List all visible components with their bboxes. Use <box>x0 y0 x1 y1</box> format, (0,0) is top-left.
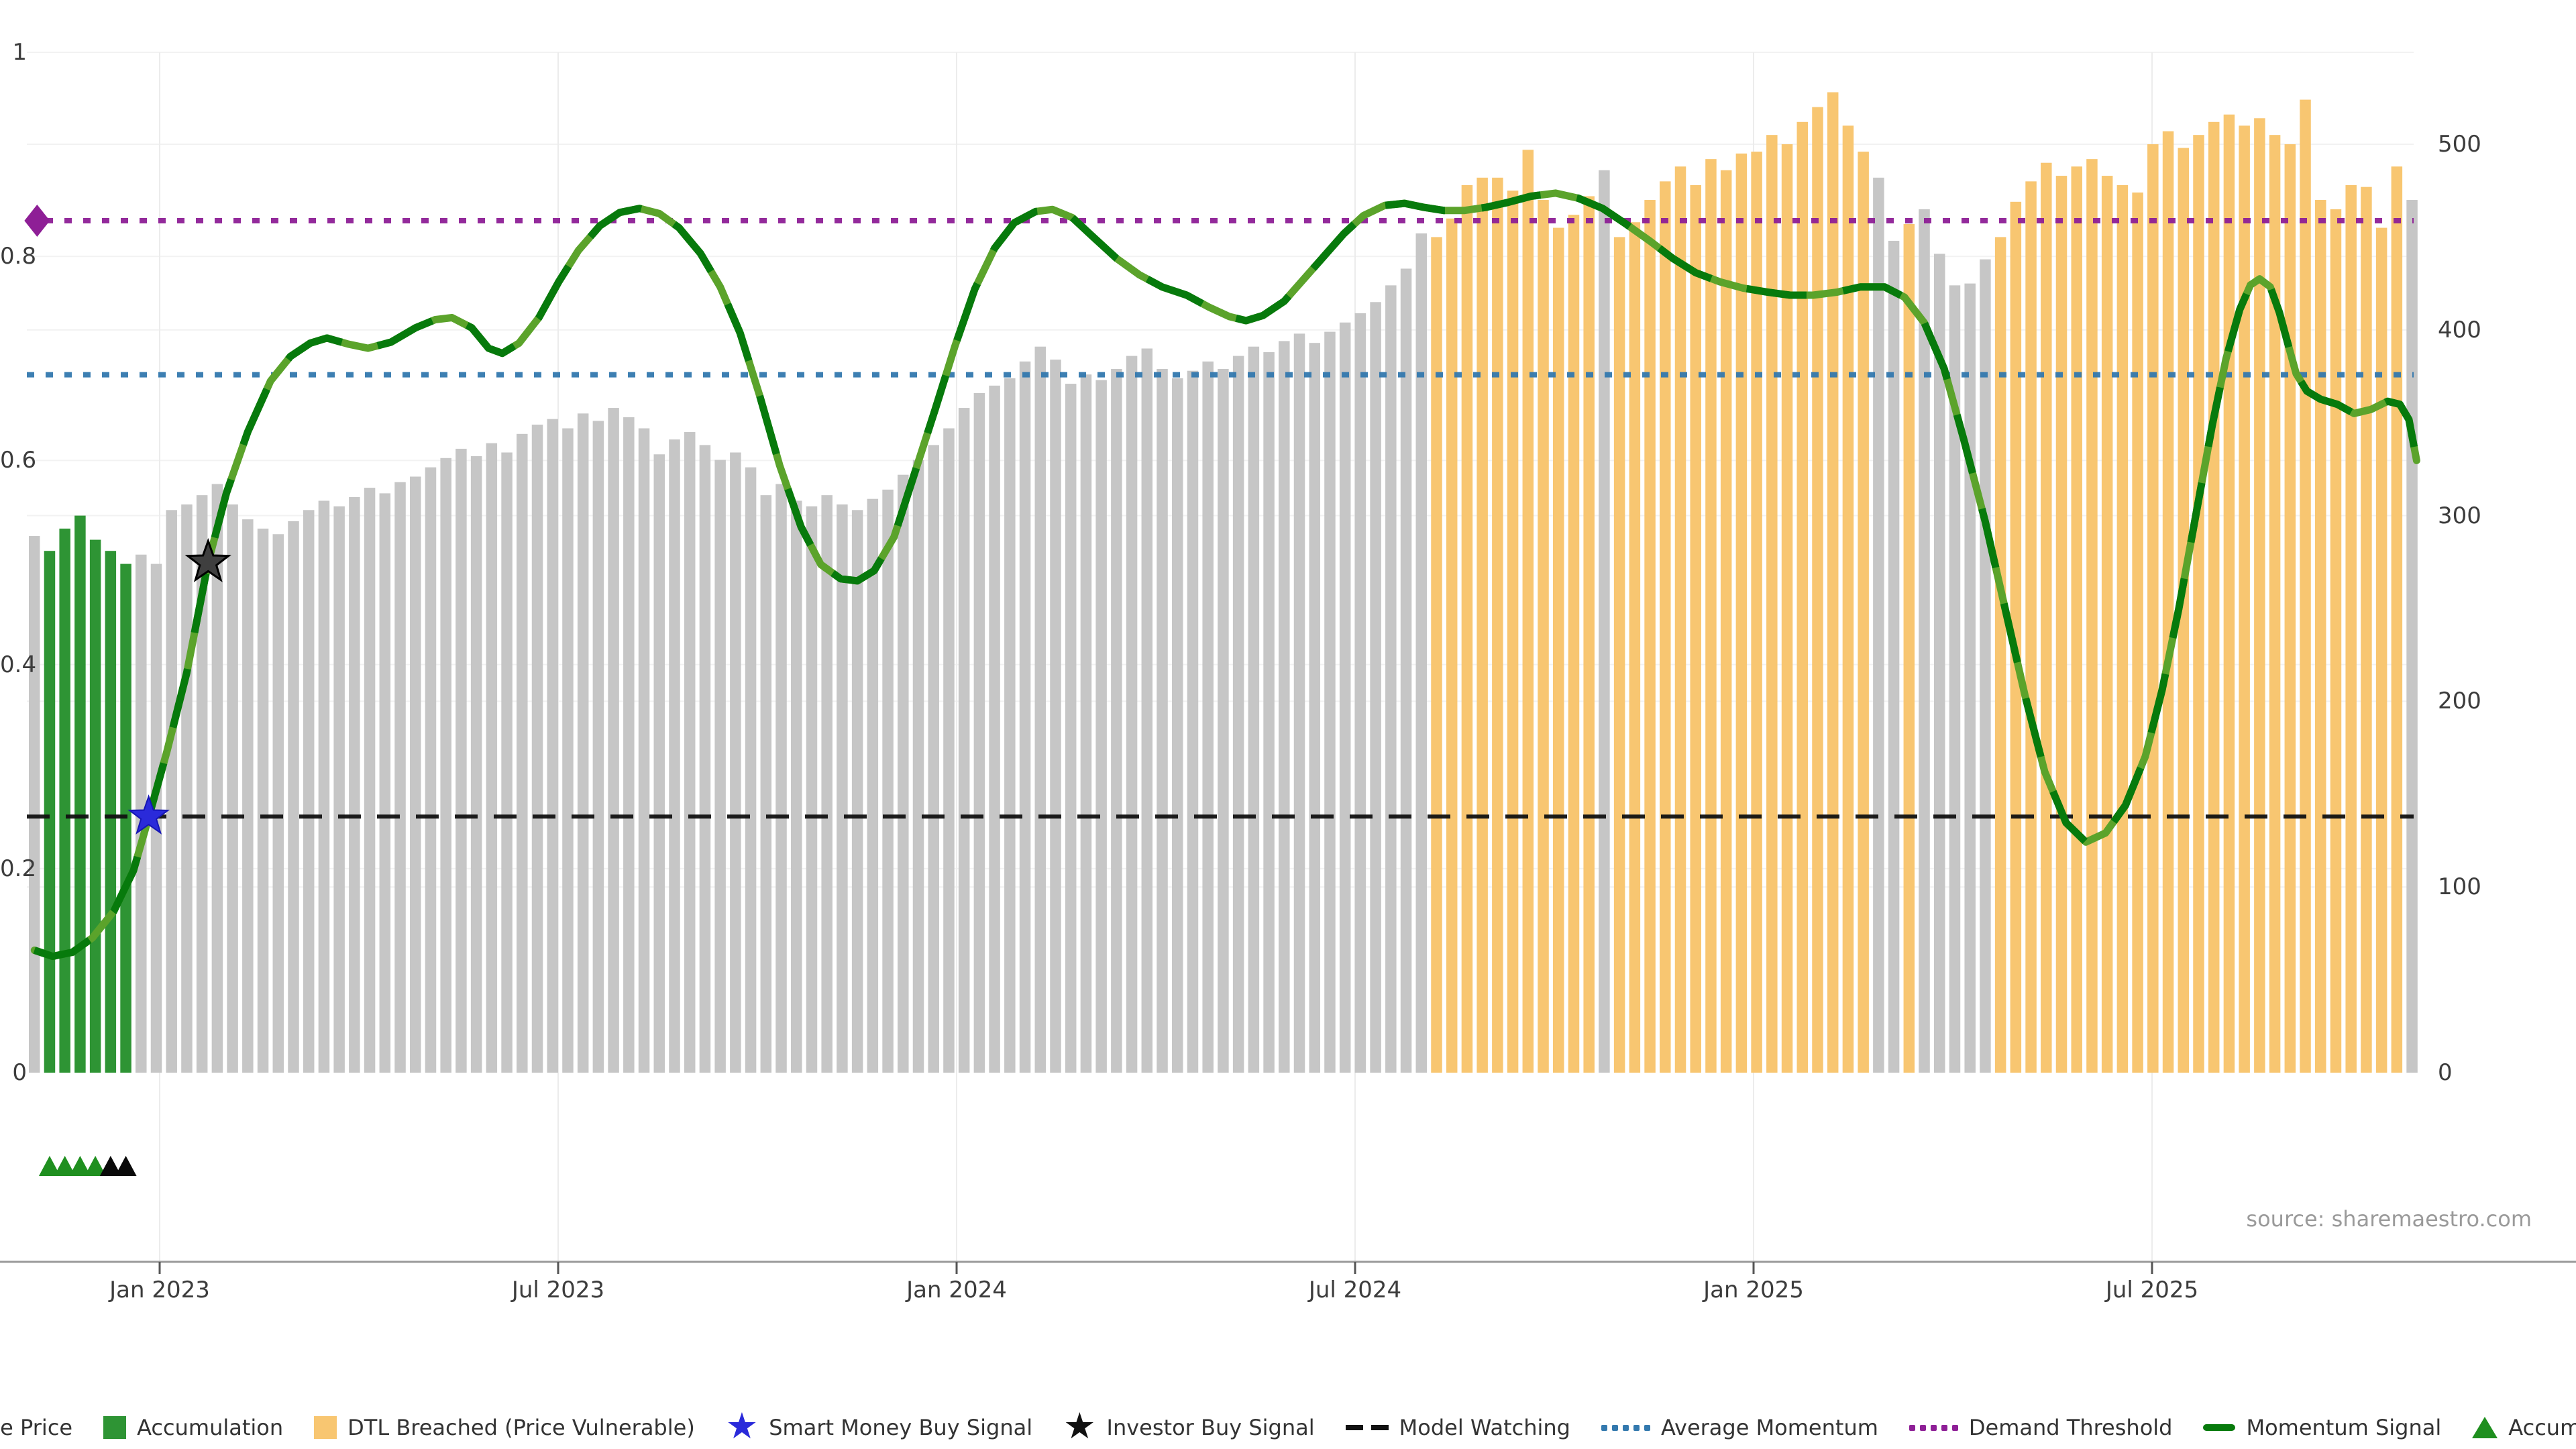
legend-item-dtl-breached: DTL Breached (Price Vulnerable) <box>314 1415 695 1440</box>
momentum-line <box>30 189 2420 961</box>
left-axis-tick: 0.8 <box>0 243 37 270</box>
green-line-icon <box>2203 1424 2236 1431</box>
legend-item-model-watching: Model Watching <box>1345 1415 1570 1440</box>
source-credit: source: sharemaestro.com <box>2246 1206 2532 1232</box>
signal-markers <box>24 204 231 1176</box>
right-axis-tick: 200 <box>2438 688 2481 715</box>
left-axis-tick: 0.4 <box>0 651 37 678</box>
right-axis-tick: 0 <box>2438 1059 2453 1086</box>
right-axis-tick: 100 <box>2438 873 2481 901</box>
investor-buy-star-icon <box>184 538 231 583</box>
legend-item-momentum-signal: Momentum Signal <box>2203 1415 2441 1440</box>
accumulation-triangle-icon <box>54 1156 76 1176</box>
legend-item-accumulation-triangle: Accumulation <box>2472 1415 2576 1440</box>
black-star-icon: ★ <box>1063 1405 1096 1447</box>
legend-label: Smart Money Buy Signal <box>769 1415 1033 1440</box>
legend-item-smart-money: ★ Smart Money Buy Signal <box>725 1405 1033 1447</box>
legend-label: Accumulation <box>2508 1415 2576 1440</box>
x-axis <box>0 1260 2576 1274</box>
x-axis-tick: Jan 2023 <box>109 1277 210 1303</box>
black-triangle-icon <box>115 1156 137 1176</box>
legend-item-close-price: Close Price <box>0 1415 72 1440</box>
x-axis-tick: Jul 2025 <box>2105 1277 2199 1303</box>
accumulation-triangle-icon <box>69 1156 91 1176</box>
x-axis-tick: Jan 2024 <box>906 1277 1007 1303</box>
left-axis-tick: 0.2 <box>0 855 37 882</box>
legend-item-average-momentum: Average Momentum <box>1601 1415 1878 1440</box>
accumulation-swatch-icon <box>103 1416 127 1439</box>
legend-item-demand-threshold: Demand Threshold <box>1909 1415 2173 1440</box>
x-axis-tick: Jul 2023 <box>511 1277 605 1303</box>
threshold-lines <box>27 217 2414 819</box>
right-axis-tick: 300 <box>2438 502 2481 529</box>
smart-money-buy-star-icon <box>127 794 170 835</box>
legend-label: Momentum Signal <box>2246 1415 2442 1440</box>
left-axis-tick: 0.6 <box>0 447 37 474</box>
legend-item-investor-buy: ★ Investor Buy Signal <box>1063 1405 1315 1447</box>
blue-star-icon: ★ <box>725 1405 759 1447</box>
legend-item-accumulation: Accumulation <box>103 1415 283 1440</box>
legend-label: Close Price <box>0 1415 73 1440</box>
dashed-line-icon <box>1345 1425 1389 1430</box>
black-triangle-icon <box>99 1156 121 1176</box>
x-axis-tick: Jul 2024 <box>1308 1277 1402 1303</box>
legend-label: DTL Breached (Price Vulnerable) <box>347 1415 695 1440</box>
left-axis-tick: 0 <box>12 1059 27 1086</box>
legend-label: Average Momentum <box>1660 1415 1878 1440</box>
legend-label: Investor Buy Signal <box>1106 1415 1315 1440</box>
green-triangle-icon <box>2472 1417 2498 1438</box>
accumulation-triangle-icon <box>85 1156 107 1176</box>
purple-dotted-line-icon <box>1909 1424 1958 1431</box>
blue-dotted-line-icon <box>1601 1424 1650 1431</box>
legend: Close Price Accumulation DTL Breached (P… <box>0 1406 2576 1449</box>
dtl-breached-swatch-icon <box>314 1416 337 1439</box>
right-axis-tick: 400 <box>2438 316 2481 343</box>
accumulation-triangle-icon <box>38 1156 60 1176</box>
legend-label: Model Watching <box>1399 1415 1570 1440</box>
right-axis-tick: 500 <box>2438 131 2481 158</box>
demand-threshold-diamond-icon <box>24 204 50 237</box>
left-axis-tick: 1 <box>12 39 27 66</box>
x-axis-tick: Jan 2025 <box>1703 1277 1804 1303</box>
price-bars <box>29 92 2418 1073</box>
legend-label: Demand Threshold <box>1968 1415 2173 1440</box>
legend-label: Accumulation <box>137 1415 284 1440</box>
